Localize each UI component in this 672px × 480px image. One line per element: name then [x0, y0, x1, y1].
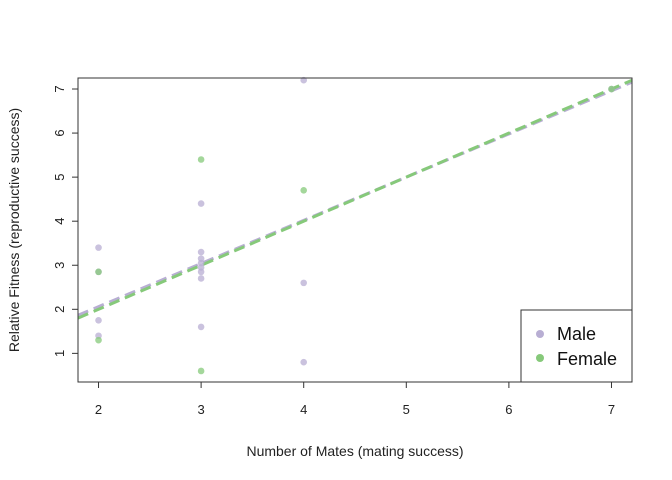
point-male	[95, 317, 102, 324]
y-tick-label: 3	[52, 262, 67, 269]
fit-lines	[77, 78, 633, 320]
point-female	[608, 85, 615, 93]
x-axis-label: Number of Mates (mating success)	[246, 443, 463, 459]
x-axis-ticks: 2 3 4 5 6 7	[95, 382, 615, 417]
legend: Male Female	[520, 309, 633, 383]
y-tick-label: 2	[52, 306, 67, 313]
x-tick-label: 7	[608, 402, 615, 417]
point-male	[197, 200, 205, 207]
point-male	[300, 279, 308, 287]
y-axis-ticks: 1 2 3 4 5 6 7	[52, 85, 78, 357]
point-male	[300, 76, 308, 84]
point-male	[197, 248, 205, 256]
point-female	[95, 336, 102, 344]
y-tick-label: 4	[52, 218, 67, 225]
point-male	[197, 275, 205, 282]
legend-box	[520, 309, 633, 383]
legend-marker-female	[536, 354, 544, 362]
y-axis-label: Relative Fitness (reproductive success)	[6, 108, 22, 352]
x-tick-label: 3	[197, 402, 204, 417]
legend-label-male: Male	[557, 324, 596, 344]
legend-marker-male	[536, 330, 544, 338]
point-male	[197, 323, 205, 331]
x-tick-label: 6	[505, 402, 512, 417]
legend-label-female: Female	[557, 349, 617, 369]
data-points	[95, 76, 615, 375]
point-female	[197, 156, 205, 163]
plot-frame	[77, 77, 633, 383]
y-tick-label: 7	[52, 85, 67, 92]
x-tick-label: 5	[403, 402, 410, 417]
y-tick-label: 1	[52, 350, 67, 357]
point-male	[197, 268, 205, 276]
point-female	[197, 367, 205, 375]
point-male	[300, 358, 308, 366]
y-tick-label: 6	[52, 129, 67, 136]
point-male	[95, 244, 102, 251]
point-female	[300, 187, 308, 194]
y-tick-label: 5	[52, 174, 67, 181]
x-tick-label: 4	[300, 402, 307, 417]
point-female	[95, 268, 102, 276]
x-tick-label: 2	[95, 402, 102, 417]
fit-line-female	[77, 78, 633, 320]
